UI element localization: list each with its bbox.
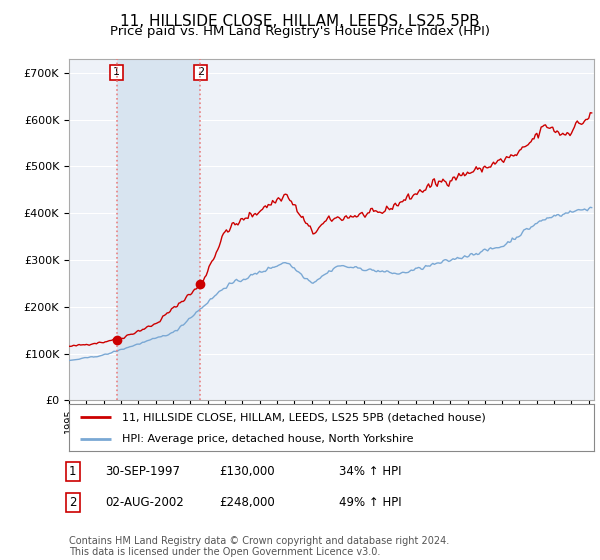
Text: HPI: Average price, detached house, North Yorkshire: HPI: Average price, detached house, Nort… <box>121 434 413 444</box>
Text: 2: 2 <box>197 67 204 77</box>
Text: 1: 1 <box>113 67 120 77</box>
Text: 49% ↑ HPI: 49% ↑ HPI <box>339 496 401 509</box>
Text: Contains HM Land Registry data © Crown copyright and database right 2024.
This d: Contains HM Land Registry data © Crown c… <box>69 535 449 557</box>
Text: 1: 1 <box>69 465 77 478</box>
Text: 11, HILLSIDE CLOSE, HILLAM, LEEDS, LS25 5PB: 11, HILLSIDE CLOSE, HILLAM, LEEDS, LS25 … <box>120 14 480 29</box>
Bar <box>116 59 200 400</box>
Text: £248,000: £248,000 <box>219 496 275 509</box>
Text: £130,000: £130,000 <box>219 465 275 478</box>
Text: 02-AUG-2002: 02-AUG-2002 <box>105 496 184 509</box>
Text: 30-SEP-1997: 30-SEP-1997 <box>105 465 180 478</box>
Text: 2: 2 <box>69 496 77 509</box>
Text: 34% ↑ HPI: 34% ↑ HPI <box>339 465 401 478</box>
Text: 11, HILLSIDE CLOSE, HILLAM, LEEDS, LS25 5PB (detached house): 11, HILLSIDE CLOSE, HILLAM, LEEDS, LS25 … <box>121 412 485 422</box>
Text: Price paid vs. HM Land Registry's House Price Index (HPI): Price paid vs. HM Land Registry's House … <box>110 25 490 38</box>
